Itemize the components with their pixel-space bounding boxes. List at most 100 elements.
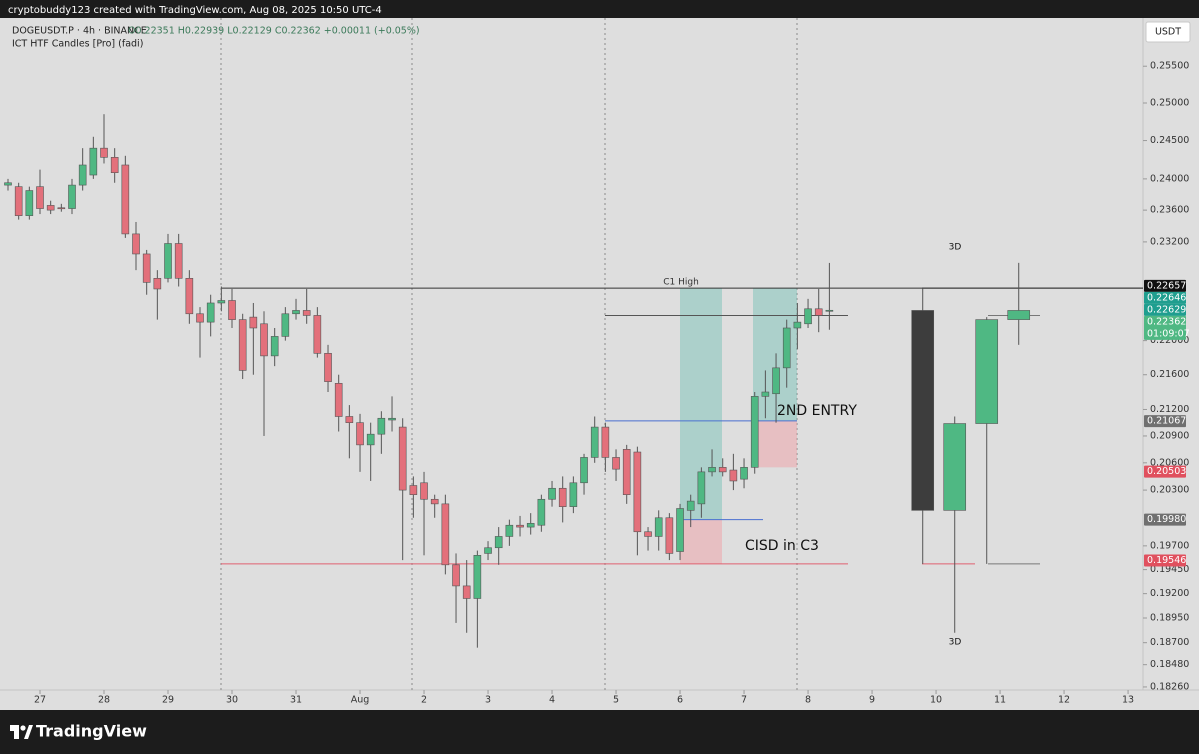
candle-body [676, 508, 684, 552]
annotation: CISD in C3 [745, 538, 819, 554]
candle-body [462, 585, 471, 599]
x-tick-label: 11 [994, 695, 1006, 706]
y-tick-label: 0.25000 [1150, 98, 1189, 109]
candle-body [473, 555, 482, 599]
tv-logo [10, 725, 33, 739]
y-tick-label: 0.18260 [1150, 681, 1189, 692]
candle-body [494, 536, 503, 549]
candle-body [292, 310, 300, 315]
candle-body [782, 327, 791, 369]
price-tag-label: 0.21067 [1147, 416, 1186, 427]
candle-body [814, 308, 823, 316]
candle-body [249, 316, 258, 329]
candle-body [644, 531, 652, 537]
price-tag [1144, 303, 1186, 316]
candle-body [761, 391, 770, 397]
candle-body [281, 313, 290, 337]
candle-body [366, 433, 375, 446]
y-tick-label: 0.21200 [1150, 404, 1189, 415]
indicator-name: ICT HTF Candles [Pro] (fadi) [12, 39, 143, 50]
x-tick-label: 2 [421, 695, 427, 706]
candle-body [345, 416, 354, 423]
candle-body [388, 417, 396, 421]
candle-body [142, 253, 151, 283]
candle-body [430, 498, 439, 505]
x-tick-label: 28 [98, 695, 110, 706]
currency[interactable]: USDT [1155, 27, 1181, 38]
price-tag [1144, 415, 1186, 428]
y-tick-label: 0.19450 [1150, 564, 1189, 575]
logo-shape [24, 725, 33, 739]
price-tag [1144, 279, 1186, 292]
y-tick-label: 0.18700 [1150, 637, 1189, 648]
y-tick-label: 0.25500 [1150, 61, 1189, 72]
y-tick-label: 0.20300 [1150, 485, 1189, 496]
candle-body [633, 451, 642, 533]
candle-body [57, 207, 66, 210]
annotation: 3D [949, 638, 962, 648]
candle-body [612, 457, 620, 470]
price-tag-label: 0.20503 [1147, 466, 1186, 477]
y-tick-label: 0.24500 [1150, 135, 1189, 146]
plot-background [0, 18, 1199, 710]
candle-body [804, 308, 812, 325]
candle-body [334, 383, 343, 417]
candle-body [601, 426, 610, 458]
zone [753, 420, 797, 468]
candle-body [537, 498, 546, 526]
candle-body [110, 157, 119, 174]
price-tag [1144, 554, 1186, 567]
candle-body [825, 309, 834, 312]
price-tag [1144, 465, 1186, 478]
candle-body [153, 278, 162, 290]
x-tick-label: 10 [930, 695, 942, 706]
brand: TradingView [36, 722, 147, 741]
candle-body [654, 517, 663, 537]
candle-body [548, 487, 556, 500]
x-tick-label: 6 [677, 695, 683, 706]
candle-body [740, 467, 748, 480]
candle-body [14, 186, 23, 216]
price-tag-label: 0.22629 [1147, 304, 1186, 315]
candle-body [260, 323, 268, 357]
candle-body [100, 147, 108, 158]
currency-box[interactable] [1145, 21, 1191, 43]
price-tag-label: 0.22362 [1147, 316, 1186, 327]
price-tag-label: 0.22646 [1147, 292, 1186, 303]
candle-body [943, 423, 967, 511]
x-tick-label: 5 [613, 695, 619, 706]
price-tag [1144, 291, 1186, 304]
x-tick-label: 13 [1122, 695, 1134, 706]
candle-body [409, 485, 418, 495]
candle-body [217, 300, 226, 304]
candle-body [164, 243, 172, 279]
price-tag [1144, 513, 1186, 526]
y-tick-label: 0.19200 [1150, 588, 1189, 599]
candle-body [324, 353, 332, 382]
candle-body [558, 487, 567, 507]
logo-shape [20, 725, 26, 731]
logo-shape [14, 725, 19, 739]
y-tick-label: 0.18480 [1150, 659, 1189, 670]
x-tick-label: 3 [485, 695, 491, 706]
zone [680, 519, 722, 564]
y-tick-label: 0.24000 [1150, 173, 1189, 184]
candle-body [484, 547, 492, 554]
candle-body [313, 315, 322, 354]
y-tick-label: 0.20900 [1150, 430, 1189, 441]
candle-body [398, 426, 407, 491]
candle-body [505, 524, 514, 537]
candle-body [697, 471, 706, 505]
session-lines [220, 18, 798, 690]
x-tick-label: 31 [290, 695, 302, 706]
candle-body [228, 300, 236, 320]
candle-body [665, 517, 674, 554]
y-tick-label: 0.22000 [1150, 335, 1189, 346]
candle-body [302, 310, 311, 316]
candle-body [174, 243, 183, 279]
x-tick-label: 30 [226, 695, 238, 706]
x-tick-label: 7 [741, 695, 747, 706]
symbol: DOGEUSDT.P · 4h · BINANCE [12, 26, 147, 37]
candle-body [516, 524, 524, 528]
